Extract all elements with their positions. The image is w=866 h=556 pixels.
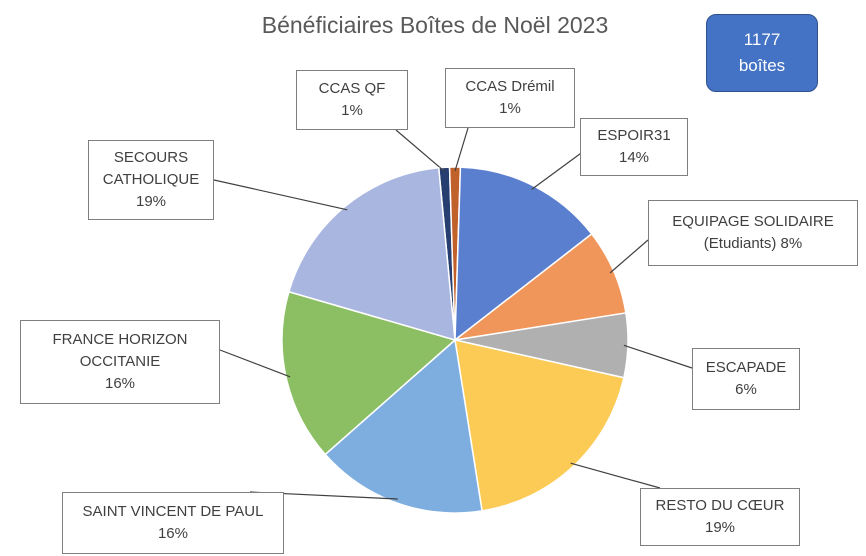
label-text: CCAS Drémil 1% <box>465 76 554 120</box>
data-label: CCAS Drémil 1% <box>445 68 575 128</box>
leader-line <box>609 239 649 274</box>
value-label: 1% <box>499 100 521 117</box>
value-label: 1% <box>341 102 363 119</box>
label-text: RESTO DU CŒUR 19% <box>656 495 785 539</box>
label-text: EQUIPAGE SOLIDAIRE (Etudiants) 8% <box>655 211 851 255</box>
category-name: FRANCE HORIZON OCCITANIE <box>52 331 188 370</box>
value-label: 19% <box>704 519 736 536</box>
value-label: 16% <box>157 525 188 542</box>
leader-line <box>395 129 445 172</box>
pie-slice <box>454 166 593 342</box>
data-label: ESCAPADE 6% <box>692 348 800 410</box>
data-label: RESTO DU CŒUR 19% <box>640 488 800 546</box>
chart-title: Bénéficiaires Boîtes de Noël 2023 <box>261 12 609 38</box>
label-text: ESCAPADE 6% <box>706 357 787 401</box>
pie-slice <box>454 339 625 512</box>
value-label: 14% <box>618 149 650 166</box>
category-name: SAINT VINCENT DE PAUL <box>82 503 264 520</box>
label-text: SAINT VINCENT DE PAUL 16% <box>83 501 264 545</box>
value-label: 6% <box>735 381 757 398</box>
value-label: 16% <box>104 375 136 392</box>
label-text: SECOURS CATHOLIQUE 19% <box>95 147 207 213</box>
data-label: SECOURS CATHOLIQUE 19% <box>88 140 214 220</box>
data-label: EQUIPAGE SOLIDAIRE (Etudiants) 8% <box>648 200 858 266</box>
label-text: CCAS QF 1% <box>319 78 386 122</box>
pie-slice <box>287 166 456 342</box>
value-label: 19% <box>135 193 167 210</box>
value-label: 8% <box>780 235 803 252</box>
category-name: CCAS Drémil <box>465 78 555 95</box>
total-badge: 1177 boîtes <box>706 14 818 92</box>
pie-slice <box>281 290 457 456</box>
pie-slice <box>324 338 483 514</box>
leader-line <box>454 127 469 172</box>
label-text: ESPOIR31 14% <box>597 125 670 169</box>
data-label: ESPOIR31 14% <box>580 118 688 176</box>
leader-line <box>570 462 661 489</box>
leader-line <box>213 179 348 211</box>
category-name: EQUIPAGE SOLIDAIRE (Etudiants) <box>672 213 834 252</box>
category-name: ESCAPADE <box>705 359 787 376</box>
leader-line <box>531 147 589 190</box>
data-label: SAINT VINCENT DE PAUL 16% <box>62 492 284 554</box>
leader-line <box>623 344 693 369</box>
data-label: CCAS QF 1% <box>296 70 408 130</box>
category-name: RESTO DU CŒUR <box>655 497 785 514</box>
label-text: FRANCE HORIZON OCCITANIE 16% <box>27 329 213 395</box>
leader-line <box>219 349 291 378</box>
category-name: ESPOIR31 <box>597 127 671 144</box>
data-label: FRANCE HORIZON OCCITANIE 16% <box>20 320 220 404</box>
category-name: SECOURS CATHOLIQUE <box>102 149 200 188</box>
category-name: CCAS QF <box>318 80 386 97</box>
